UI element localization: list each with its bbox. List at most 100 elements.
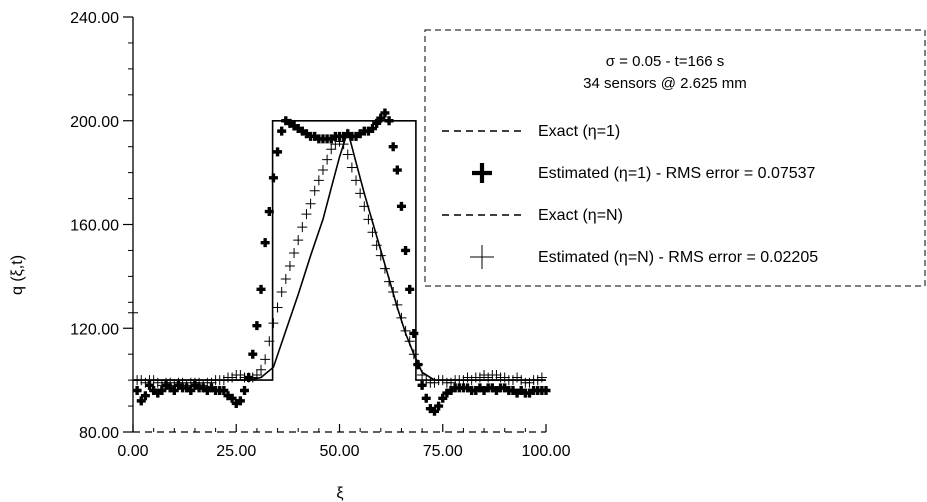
estimated-eta-n-marker (446, 377, 457, 388)
estimated-eta-n-marker (272, 302, 283, 313)
estimated-eta-1-marker (388, 142, 398, 152)
estimated-eta-1-marker (372, 118, 382, 128)
estimated-eta-1-marker (273, 147, 283, 157)
estimated-eta-n-marker (379, 263, 390, 274)
estimated-eta-n-marker (396, 312, 407, 323)
estimated-eta-1-marker (380, 108, 390, 118)
estimated-eta-n-marker (317, 165, 328, 176)
estimated-eta-1-marker (256, 284, 266, 294)
estimated-eta-n-marker (140, 377, 151, 388)
legend-label-exact-n: Exact (η=N) (538, 207, 623, 224)
estimated-eta-1-marker (240, 386, 250, 395)
y-tick-label: 240.00 (70, 10, 119, 27)
estimated-eta-n-marker (532, 375, 543, 386)
estimated-eta-n-marker (309, 185, 320, 196)
estimated-eta-n-marker (218, 375, 229, 386)
estimated-eta-1-marker (368, 124, 378, 134)
estimated-eta-n-marker (169, 380, 180, 391)
estimated-eta-n-marker (404, 336, 415, 347)
ticks: 0.00 25.00 50.00 75.00 100.00 80.00 120.00 160.… (70, 10, 571, 460)
estimated-eta-n-marker (342, 149, 353, 160)
estimated-eta-1-marker (438, 393, 448, 403)
estimated-eta-n-marker (313, 175, 324, 186)
estimated-eta-1-marker (132, 386, 142, 395)
legend: σ = 0.05 - t=166 s 34 sensors @ 2.625 mm… (424, 29, 926, 287)
estimated-eta-1-marker (434, 401, 444, 411)
x-axis-title: ξ (336, 485, 343, 502)
estimated-eta-1-marker (277, 126, 287, 136)
legend-label-estimated-1: Estimated (η=1) - RMS error = 0.07537 (538, 165, 816, 182)
estimated-eta-n-marker (181, 380, 192, 391)
y-tick-label: 120.00 (70, 321, 119, 338)
y-tick-label: 160.00 (70, 218, 119, 235)
estimated-eta-n-marker (206, 377, 217, 388)
estimated-eta-n-marker (412, 359, 423, 370)
estimated-eta-1-marker (392, 165, 402, 175)
estimated-eta-n-marker (421, 375, 432, 386)
legend-swatch-estimated-1 (472, 163, 492, 183)
estimated-eta-n-marker (516, 375, 527, 386)
estimated-eta-1-marker (235, 396, 245, 406)
estimated-eta-1-marker (248, 349, 258, 359)
annotation-line-1: σ = 0.05 - t=166 s (606, 53, 725, 70)
estimated-eta-n-marker (367, 227, 378, 238)
legend-label-estimated-n: Estimated (η=N) - RMS error = 0.02205 (538, 249, 818, 266)
legend-marker-bold-plus (472, 163, 492, 183)
y-tick-label: 80.00 (79, 425, 119, 442)
legend-label-exact-1: Exact (η=1) (538, 123, 620, 140)
estimated-eta-n-marker (359, 201, 370, 212)
estimated-eta-n-marker (392, 299, 403, 310)
x-tick-label: 25.00 (216, 443, 256, 460)
estimated-eta-n-marker (363, 214, 374, 225)
legend-marker-thin-plus (470, 245, 494, 269)
estimated-eta-n-marker (247, 372, 258, 383)
estimated-eta-1-marker (227, 393, 237, 403)
estimated-eta-n-marker (536, 372, 547, 383)
estimated-eta-n-marker (198, 380, 209, 391)
estimated-eta-n-marker (293, 235, 304, 246)
estimated-eta-n-marker (289, 248, 300, 259)
estimated-eta-n-marker (400, 325, 411, 336)
estimated-eta-1-marker (260, 238, 270, 248)
estimated-eta-1-marker (429, 406, 439, 416)
estimated-eta-n-marker (437, 375, 448, 386)
estimated-eta-n-marker (351, 175, 362, 186)
estimated-eta-n-marker (499, 372, 510, 383)
y-tick-label: 200.00 (70, 114, 119, 131)
estimated-eta-n-marker (235, 369, 246, 380)
x-tick-label: 75.00 (423, 443, 463, 460)
x-tick-label: 50.00 (319, 443, 359, 460)
estimated-eta-1-marker (396, 201, 406, 211)
estimated-eta-1-marker (264, 207, 274, 217)
estimated-eta-n-marker (305, 198, 316, 209)
estimated-eta-1-marker (219, 386, 229, 395)
estimated-eta-n-marker (264, 336, 275, 347)
x-tick-label: 0.00 (117, 443, 148, 460)
series-1 (132, 108, 551, 416)
estimated-eta-n-marker (260, 354, 271, 365)
estimated-eta-n-marker (512, 372, 523, 383)
estimated-eta-n-marker (227, 372, 238, 383)
estimated-eta-n-marker (417, 369, 428, 380)
estimated-eta-1-marker (401, 245, 411, 255)
estimated-eta-n-marker (388, 286, 399, 297)
estimated-eta-n-marker (466, 375, 477, 386)
legend-swatch-estimated-n (470, 245, 494, 269)
estimated-eta-1-marker (409, 328, 419, 338)
estimated-eta-n-marker (429, 377, 440, 388)
estimated-eta-1-marker (136, 396, 146, 406)
estimated-eta-1-marker (140, 391, 150, 401)
estimated-eta-n-marker (371, 240, 382, 251)
estimated-eta-n-marker (408, 349, 419, 360)
estimated-eta-1-marker (268, 173, 278, 183)
estimated-eta-n-marker (384, 276, 395, 287)
x-tick-label: 100.00 (522, 443, 571, 460)
estimated-eta-1-marker (405, 284, 415, 294)
estimated-eta-n-marker (355, 188, 366, 199)
estimated-eta-n-marker (268, 318, 279, 329)
estimated-eta-n-marker (280, 273, 291, 284)
series-3 (128, 136, 547, 391)
estimated-eta-n-marker (256, 364, 267, 375)
estimated-eta-n-marker (491, 369, 502, 380)
